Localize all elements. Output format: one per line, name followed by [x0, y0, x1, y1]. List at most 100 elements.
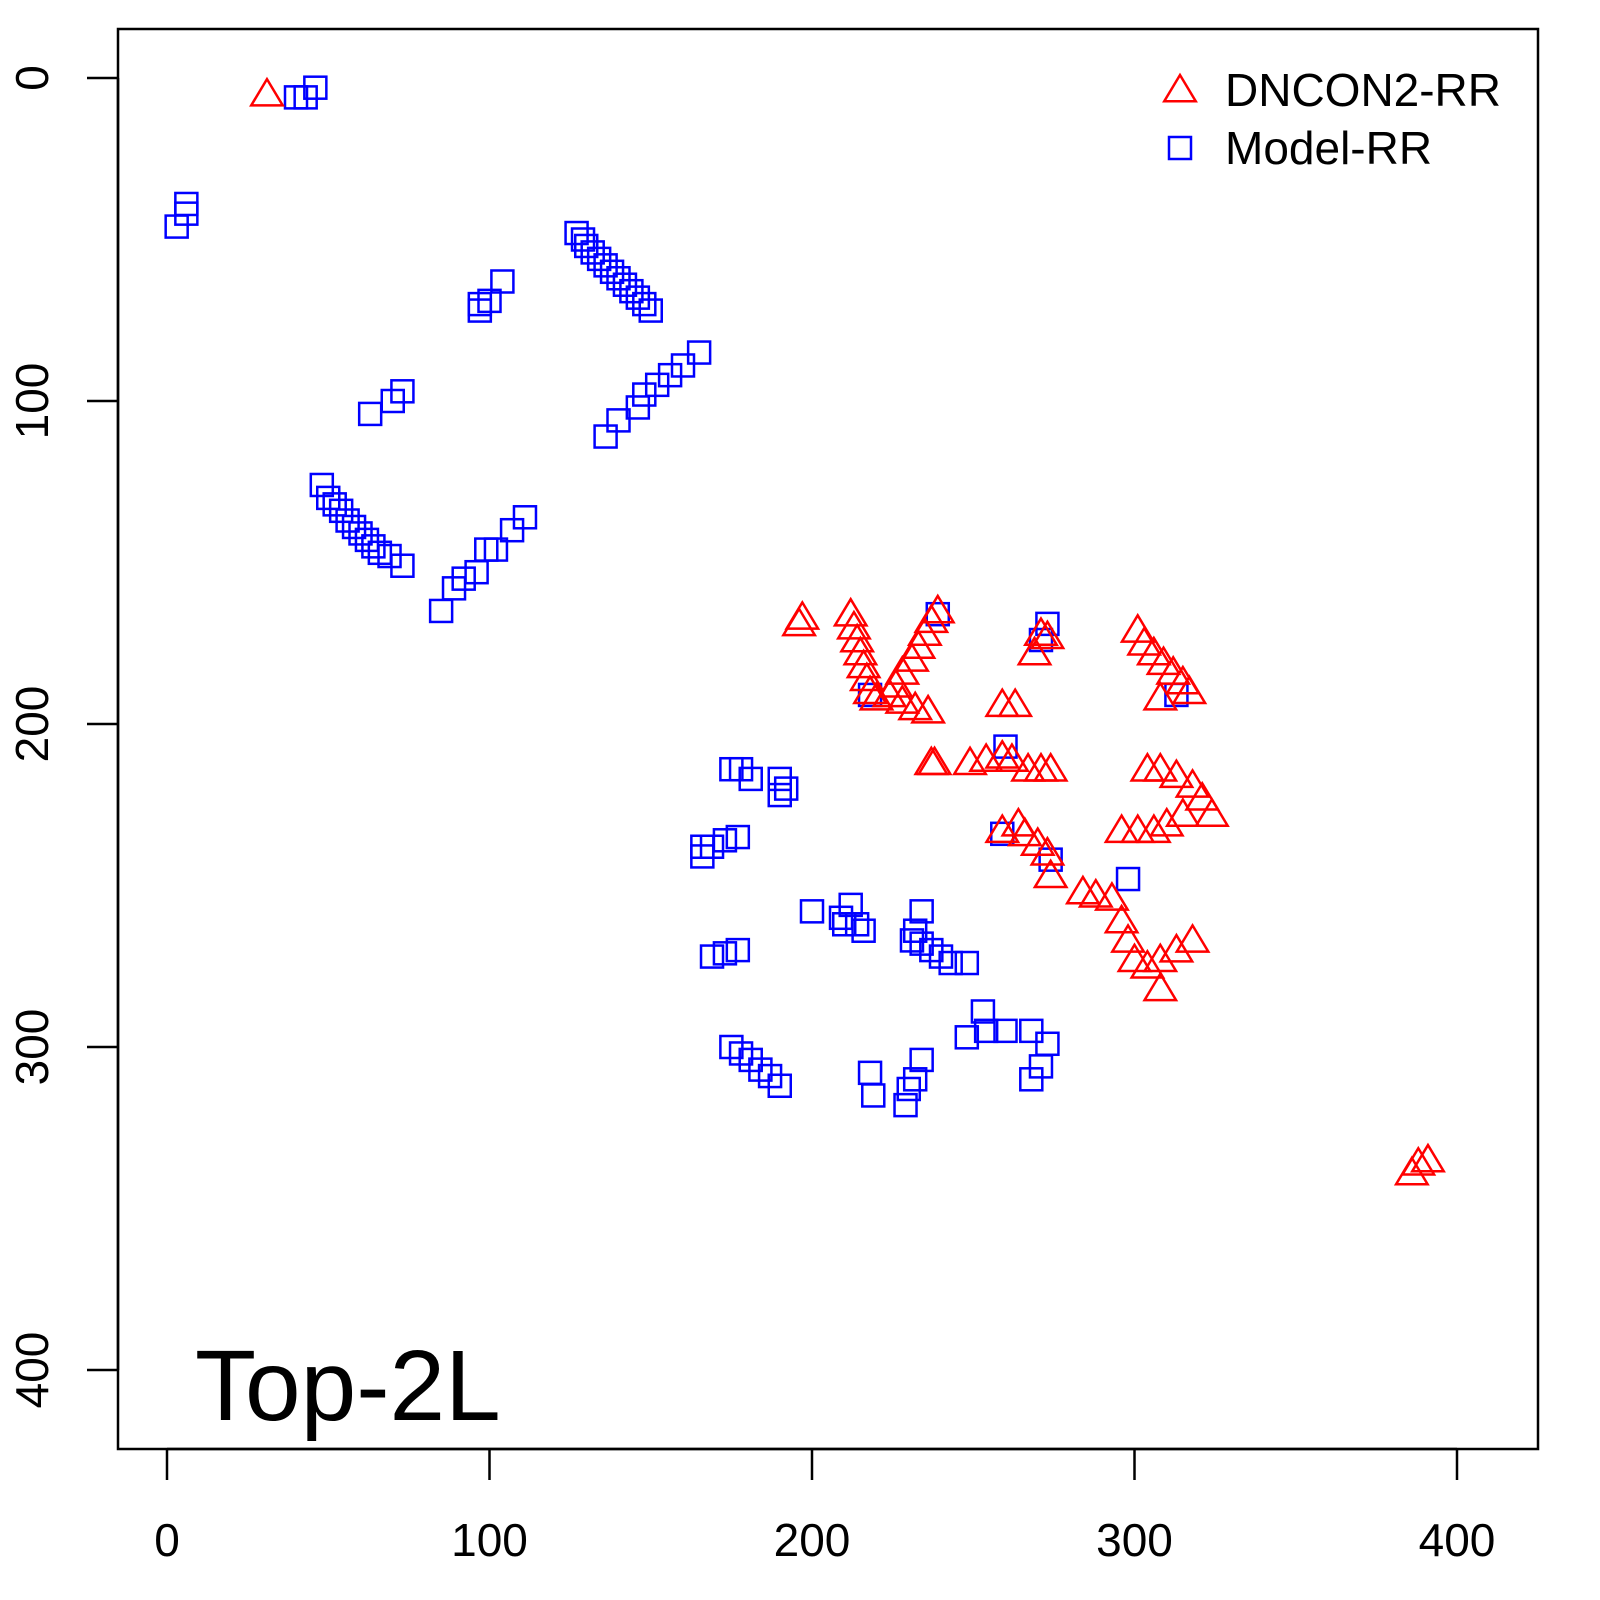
square-point	[712, 941, 738, 966]
square-point	[699, 944, 725, 969]
square-point	[954, 950, 980, 976]
square-point	[799, 899, 825, 924]
triangle-point	[1110, 922, 1147, 953]
square-point	[316, 485, 341, 511]
triangle-point	[781, 606, 818, 637]
triangle-point	[1393, 1155, 1430, 1186]
legend-label: DNCON2-RR	[1225, 64, 1501, 116]
square-point	[586, 246, 612, 272]
triangle-point	[1193, 797, 1230, 827]
square-point	[632, 291, 657, 317]
triangle-point	[1006, 816, 1043, 847]
square-point	[767, 1073, 792, 1099]
triangle-point	[894, 641, 930, 672]
square-point	[725, 824, 751, 850]
triangle-point	[968, 742, 1005, 773]
square-point	[909, 1047, 934, 1073]
square-point	[909, 899, 934, 924]
triangle-point	[1029, 619, 1066, 650]
legend-square-icon	[1167, 135, 1193, 161]
square-point	[896, 1076, 921, 1102]
square-point	[844, 912, 870, 937]
square-point	[341, 514, 367, 540]
legend-item: DNCON2-RR	[1162, 64, 1501, 116]
square-point	[606, 408, 631, 433]
square-point	[670, 353, 696, 378]
square-point	[728, 1041, 754, 1066]
square-point	[322, 492, 347, 517]
square-point	[283, 85, 309, 110]
y-tick-label: 400	[6, 1332, 58, 1409]
square-point	[954, 1025, 980, 1050]
square-point	[499, 517, 525, 543]
square-point	[612, 272, 638, 297]
square-point	[928, 944, 954, 969]
square-point	[293, 85, 318, 110]
x-tick-label: 200	[774, 1514, 851, 1566]
square-point	[699, 834, 725, 859]
triangle-point	[1093, 880, 1130, 911]
triangle-point	[1171, 674, 1208, 705]
triangle-point	[916, 745, 953, 776]
x-tick-label: 0	[154, 1514, 180, 1566]
square-point	[1028, 1054, 1054, 1079]
series-model-rr	[164, 75, 1189, 1118]
square-point	[451, 566, 476, 591]
square-point	[738, 766, 763, 792]
triangle-point	[993, 742, 1030, 773]
square-point	[861, 1083, 886, 1108]
legend-triangle-icon	[1162, 72, 1198, 103]
x-tick-label: 100	[451, 1514, 528, 1566]
square-point	[938, 950, 963, 976]
legend: DNCON2-RR Model-RR	[1162, 64, 1501, 174]
square-point	[919, 937, 944, 963]
square-point	[1035, 1031, 1060, 1057]
square-point	[564, 220, 589, 246]
y-tick-label: 100	[6, 363, 58, 440]
square-point	[1115, 866, 1141, 892]
square-point	[599, 259, 625, 285]
square-point	[574, 233, 599, 259]
square-point	[490, 269, 515, 294]
square-point	[767, 766, 792, 792]
triangle-point	[835, 609, 872, 640]
square-point	[390, 553, 415, 578]
square-point	[390, 379, 415, 404]
triangle-point	[1158, 758, 1195, 789]
triangle-point	[1032, 858, 1069, 889]
square-point	[893, 1092, 918, 1118]
series-dncon2-rr	[249, 76, 1446, 1186]
square-point	[632, 382, 657, 407]
y-tick-label: 0	[6, 65, 58, 91]
square-point	[838, 892, 863, 918]
plot-frame	[116, 27, 1540, 1451]
square-point	[857, 1060, 883, 1086]
square-point	[832, 912, 857, 937]
square-point	[757, 1063, 783, 1089]
triangle-point	[1410, 1142, 1446, 1173]
square-point	[625, 285, 651, 310]
triangle-point	[1103, 813, 1140, 844]
square-point	[902, 1067, 928, 1092]
square-point	[909, 931, 934, 956]
triangle-point	[1103, 903, 1140, 934]
triangle-point	[910, 693, 947, 724]
square-point	[367, 540, 393, 566]
square-point	[570, 227, 596, 252]
square-point	[593, 424, 618, 449]
triangle-point	[839, 622, 876, 653]
square-point	[348, 521, 373, 546]
square-point	[970, 999, 996, 1024]
square-point	[357, 401, 383, 427]
square-point	[606, 266, 631, 291]
square-point	[773, 776, 799, 801]
square-point	[725, 937, 751, 963]
square-point	[619, 278, 644, 304]
square-point	[638, 298, 663, 323]
triangle-point	[1016, 635, 1053, 666]
triangle-point	[1135, 813, 1172, 844]
triangle-point	[845, 648, 882, 679]
triangle-point	[1142, 942, 1179, 973]
triangle-point	[1129, 948, 1166, 979]
square-point	[902, 918, 928, 943]
